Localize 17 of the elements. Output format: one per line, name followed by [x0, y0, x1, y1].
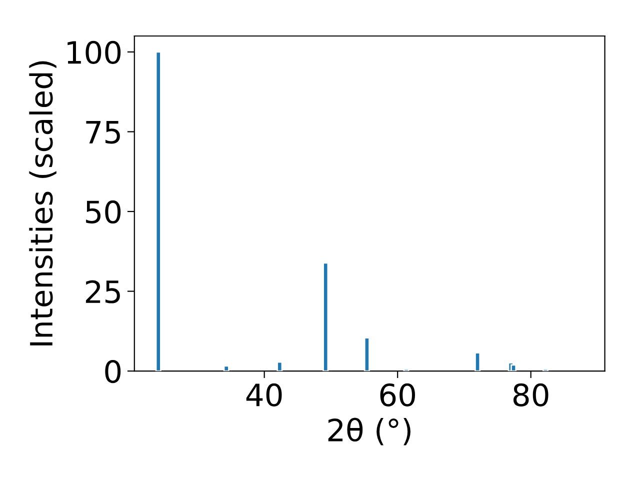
bar: [474, 352, 481, 372]
bar: [322, 262, 329, 372]
y-tick-label: 25: [86, 280, 120, 304]
bar: [276, 361, 283, 372]
bar: [223, 365, 230, 372]
y-tick-label: 100: [68, 40, 121, 64]
y-tick-label: 50: [86, 200, 121, 224]
x-tick-label: 80: [513, 383, 548, 406]
y-tick-label: 75: [86, 121, 120, 144]
y-tick-label: 0: [105, 360, 121, 384]
x-axis-title: 2θ (°): [328, 418, 410, 446]
x-tick-label: 60: [380, 383, 415, 406]
bar: [155, 51, 162, 372]
y-axis-title: Intensities (scaled): [29, 61, 56, 346]
bar: [364, 337, 370, 372]
x-tick-label: 40: [246, 383, 282, 406]
bar: [510, 364, 517, 372]
